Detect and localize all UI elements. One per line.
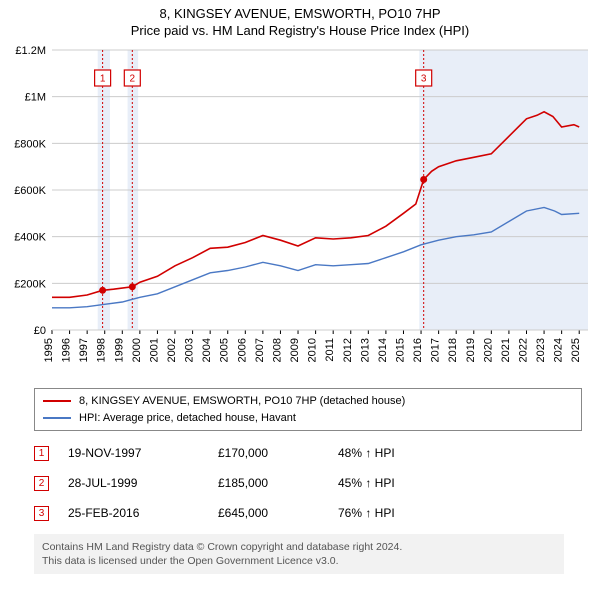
x-tick-label: 2013 <box>359 338 371 362</box>
y-tick-label: £1.2M <box>15 45 46 57</box>
transaction-marker-number: 1 <box>100 74 106 85</box>
x-tick-label: 2021 <box>500 338 512 362</box>
chart-svg: £0 £200K £400K £600K £800K £1M £1.2M 1995 1996 19… <box>0 44 600 376</box>
transaction-row: 1 19-NOV-1997£170,00048% ↑ HPI <box>34 438 564 468</box>
x-tick-label: 2018 <box>447 338 459 362</box>
x-tick-label: 2002 <box>166 338 178 362</box>
transaction-price: £645,000 <box>218 506 338 520</box>
legend-label: HPI: Average price, detached house, Hava… <box>79 410 296 427</box>
y-tick-label: £800K <box>14 138 46 150</box>
x-tick-label: 2014 <box>377 338 389 362</box>
y-tick-label: £400K <box>14 232 46 244</box>
transaction-delta: 48% ↑ HPI <box>338 446 458 460</box>
legend-row: 8, KINGSEY AVENUE, EMSWORTH, PO10 7HP (d… <box>43 393 573 410</box>
x-tick-label: 1995 <box>43 338 55 362</box>
legend-row: HPI: Average price, detached house, Hava… <box>43 410 573 427</box>
transaction-price: £170,000 <box>218 446 338 460</box>
footer-line1: Contains HM Land Registry data © Crown c… <box>42 540 556 554</box>
x-tick-label: 2007 <box>254 338 266 362</box>
transaction-date: 28-JUL-1999 <box>68 476 218 490</box>
x-tick-label: 2019 <box>465 338 477 362</box>
x-tick-label: 2004 <box>201 338 213 362</box>
x-tick-label: 2017 <box>430 338 442 362</box>
x-tick-label: 2008 <box>271 338 283 362</box>
x-tick-label: 2012 <box>342 338 354 362</box>
x-tick-label: 2011 <box>324 338 336 362</box>
x-tick-label: 2006 <box>236 338 248 362</box>
chart-title-block: 8, KINGSEY AVENUE, EMSWORTH, PO10 7HP Pr… <box>0 0 600 40</box>
transaction-row-marker: 3 <box>34 506 49 521</box>
x-tick-label: 2009 <box>289 338 301 362</box>
x-tick-label: 2010 <box>307 338 319 362</box>
attribution-footer: Contains HM Land Registry data © Crown c… <box>34 534 564 574</box>
chart-title-line1: 8, KINGSEY AVENUE, EMSWORTH, PO10 7HP <box>0 6 600 23</box>
y-tick-label: £600K <box>14 185 46 197</box>
transaction-row: 3 25-FEB-2016£645,00076% ↑ HPI <box>34 498 564 528</box>
transaction-date: 19-NOV-1997 <box>68 446 218 460</box>
x-tick-label: 1998 <box>96 338 108 362</box>
transaction-row: 2 28-JUL-1999£185,00045% ↑ HPI <box>34 468 564 498</box>
transaction-price: £185,000 <box>218 476 338 490</box>
legend-swatch <box>43 400 71 402</box>
transactions-table: 1 19-NOV-1997£170,00048% ↑ HPI 2 28-JUL-199… <box>34 438 564 528</box>
x-tick-label: 1996 <box>61 338 73 362</box>
x-tick-label: 2020 <box>482 338 494 362</box>
y-tick-label: £200K <box>14 278 46 290</box>
transaction-row-marker: 2 <box>34 476 49 491</box>
x-tick-label: 1997 <box>78 338 90 362</box>
transaction-date: 25-FEB-2016 <box>68 506 218 520</box>
x-tick-label: 2023 <box>535 338 547 362</box>
x-tick-label: 2022 <box>517 338 529 362</box>
transaction-marker-number: 3 <box>421 74 427 85</box>
x-tick-label: 2000 <box>131 338 143 362</box>
chart-area: £0 £200K £400K £600K £800K £1M £1.2M 1995 1996 19… <box>0 44 600 376</box>
y-tick-label: £0 <box>34 325 46 337</box>
x-tick-label: 2003 <box>184 338 196 362</box>
x-tick-label: 2001 <box>148 338 160 362</box>
transaction-marker-number: 2 <box>130 74 136 85</box>
x-tick-label: 2024 <box>553 338 565 362</box>
legend-label: 8, KINGSEY AVENUE, EMSWORTH, PO10 7HP (d… <box>79 393 405 410</box>
x-tick-label: 2016 <box>412 338 424 362</box>
transaction-delta: 76% ↑ HPI <box>338 506 458 520</box>
transaction-delta: 45% ↑ HPI <box>338 476 458 490</box>
x-tick-label: 2025 <box>570 338 582 362</box>
y-tick-label: £1M <box>25 92 46 104</box>
chart-title-line2: Price paid vs. HM Land Registry's House … <box>0 23 600 40</box>
x-tick-label: 2005 <box>219 338 231 362</box>
x-tick-label: 1999 <box>113 338 125 362</box>
footer-line2: This data is licensed under the Open Gov… <box>42 554 556 568</box>
legend-swatch <box>43 417 71 419</box>
legend: 8, KINGSEY AVENUE, EMSWORTH, PO10 7HP (d… <box>34 388 582 431</box>
transaction-row-marker: 1 <box>34 446 49 461</box>
x-tick-label: 2015 <box>394 338 406 362</box>
